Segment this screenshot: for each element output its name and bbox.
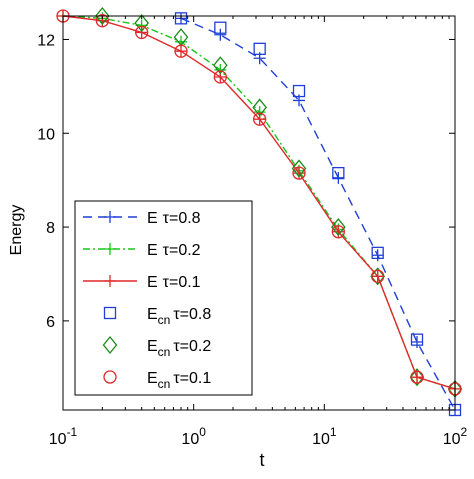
data-point — [135, 25, 149, 40]
data-point — [175, 45, 188, 58]
legend-marker — [104, 211, 116, 223]
data-point — [94, 6, 110, 26]
data-point — [95, 14, 109, 28]
data-point — [214, 21, 227, 34]
y-axis-label: Energy — [8, 205, 25, 256]
legend-entry: Ecn τ=0.8 — [103, 306, 211, 327]
legend-label: Ecn τ=0.1 — [147, 370, 211, 391]
data-point — [292, 166, 306, 180]
data-point — [252, 98, 268, 117]
data-point — [331, 225, 345, 239]
y-tick-label: 12 — [37, 32, 55, 49]
data-point — [292, 84, 306, 98]
legend-marker — [104, 243, 116, 255]
legend-marker — [103, 306, 117, 320]
axes: 10-1 100 101 102 6 8 10 12 — [37, 15, 468, 448]
legend-label: Ecn τ=0.8 — [147, 306, 211, 327]
y-tick-label: 8 — [46, 220, 55, 237]
data-point — [134, 14, 150, 33]
data-point — [174, 12, 188, 25]
x-tick-label: 100 — [181, 425, 206, 448]
legend-label: Ecn τ=0.2 — [147, 338, 211, 359]
x-tick-label: 10-1 — [49, 425, 78, 448]
legend-marker — [104, 275, 116, 287]
data-point — [371, 249, 384, 262]
data-point — [371, 269, 385, 283]
x-tick-label: 102 — [443, 425, 468, 448]
legend-entry: Ecn τ=0.2 — [102, 335, 211, 359]
data-point — [371, 270, 384, 283]
data-point — [332, 171, 345, 184]
data-point — [409, 368, 425, 387]
legend-box — [74, 200, 253, 396]
data-point — [332, 166, 345, 180]
axes-box — [62, 15, 456, 411]
series-line — [180, 17, 456, 411]
data-point — [135, 26, 148, 39]
data-point — [411, 335, 424, 348]
data-point — [370, 267, 386, 286]
data-point — [410, 370, 424, 384]
data-point — [371, 246, 384, 260]
x-axis-label: t — [259, 450, 264, 470]
data-point — [174, 44, 188, 58]
data-point — [213, 56, 228, 75]
legend-entry: Ecn τ=0.1 — [103, 370, 211, 391]
data-point — [410, 333, 424, 346]
data-point — [291, 159, 307, 178]
data-point — [253, 42, 266, 55]
y-tick-label: 10 — [37, 126, 55, 143]
legend-marker — [102, 335, 118, 355]
series-4 — [94, 6, 463, 398]
legend-marker — [103, 370, 117, 384]
y-tick-label: 6 — [46, 314, 55, 331]
x-tick-label: 101 — [312, 425, 337, 448]
data-point — [213, 70, 227, 84]
data-point — [331, 218, 346, 237]
data-point — [214, 28, 227, 41]
data-point — [253, 112, 267, 126]
data-point — [411, 371, 424, 384]
